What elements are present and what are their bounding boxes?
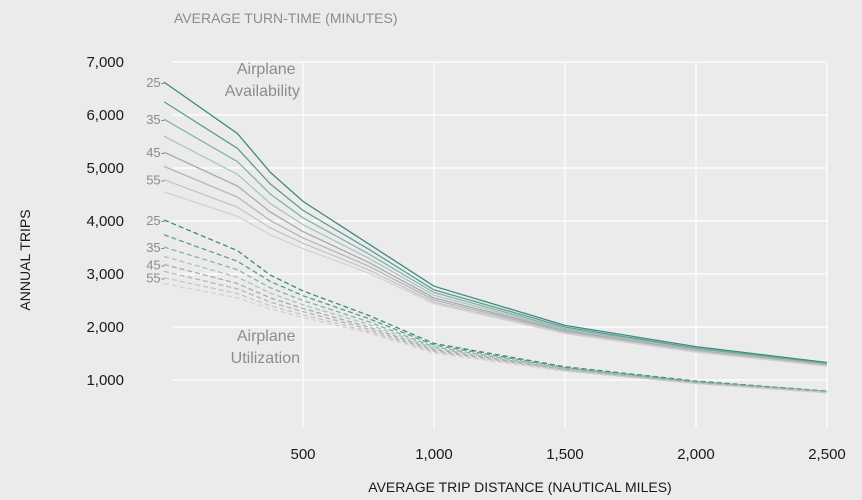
turn-time-label: 25-: [146, 75, 165, 90]
y-tick-label: 7,000: [86, 54, 124, 71]
x-tick-label: 500: [290, 446, 315, 463]
y-tick-label: 1,000: [86, 372, 124, 389]
y-tick-label: 2,000: [86, 319, 124, 336]
group-label-utilization: Airplane Utilization: [231, 328, 300, 367]
availability-line-3: [163, 135, 828, 366]
utilization-line-2: [163, 246, 828, 393]
series-lines: [163, 81, 828, 394]
y-tick-labels: 1,000 2,000 3,000 4,000 5,000 6,000 7,000: [86, 54, 124, 389]
x-tick-label: 2,000: [677, 446, 715, 463]
chart-title: AVERAGE TURN-TIME (MINUTES): [174, 10, 398, 26]
gridlines: [172, 61, 828, 428]
y-tick-label: 3,000: [86, 266, 124, 283]
turn-time-label: 35-: [146, 240, 165, 255]
availability-line-4: [163, 151, 828, 366]
turn-time-labels: 25-35-45-55-25-35-45-55-: [146, 75, 165, 286]
turn-time-label: 45-: [146, 145, 165, 160]
utilization-line-0: [163, 219, 828, 392]
availability-line-0: [163, 81, 828, 364]
availability-line-2: [163, 118, 828, 365]
availability-line-5: [163, 165, 828, 367]
utilization-line-5: [163, 270, 828, 394]
x-tick-labels: 500 1,000 1,500 2,000 2,500: [290, 446, 845, 463]
y-tick-label: 5,000: [86, 160, 124, 177]
x-axis-title: AVERAGE TRIP DISTANCE (NAUTICAL MILES): [368, 479, 671, 495]
y-tick-label: 4,000: [86, 213, 124, 230]
turn-time-label: 55-: [146, 173, 165, 188]
turn-time-label: 45-: [146, 257, 165, 272]
availability-line-1: [163, 101, 828, 365]
turn-time-label: 25-: [146, 213, 165, 228]
y-tick-label: 6,000: [86, 107, 124, 124]
x-tick-label: 1,500: [546, 446, 584, 463]
x-tick-label: 2,500: [808, 446, 846, 463]
group-label-availability: Airplane Availability: [225, 61, 300, 100]
utilization-line-7: [163, 282, 828, 394]
y-axis-title: ANNUAL TRIPS: [17, 209, 33, 310]
availability-line-7: [163, 191, 828, 367]
x-tick-label: 1,000: [415, 446, 453, 463]
utilization-line-3: [163, 255, 828, 393]
turn-time-label: 35-: [146, 112, 165, 127]
turn-time-label: 55-: [146, 271, 165, 286]
